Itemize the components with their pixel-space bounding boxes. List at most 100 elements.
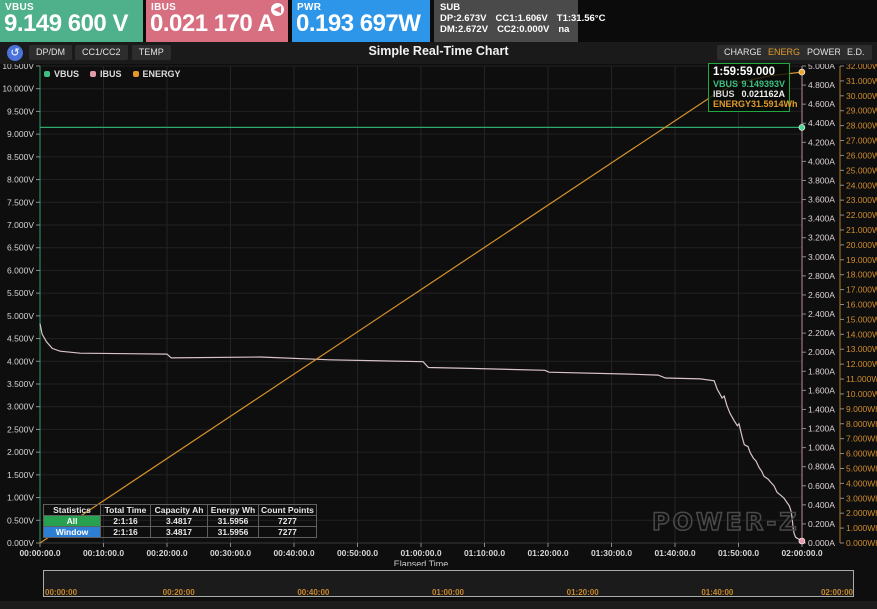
svg-text:00:30:00.0: 00:30:00.0 (210, 548, 251, 558)
legend-item-energy[interactable]: ENERGY (132, 69, 181, 79)
sub-meter-card[interactable]: SUB DP:2.673V CC1:1.606V T1:31.56°C DM:2.6… (434, 0, 606, 42)
timeline-label: 01:20:00 (566, 588, 599, 597)
svg-text:6.000V: 6.000V (7, 265, 34, 275)
stats-header-row: Statistics Total Time Capacity Ah Energy Wh… (43, 504, 317, 516)
pwr-meter-card[interactable]: PWR 0.193 697W (292, 0, 430, 42)
svg-text:3.000Wh: 3.000Wh (846, 493, 877, 503)
meter-bar: VBUS 9.149 600 V IBUS ◀ 0.021 170 A PWR … (0, 0, 877, 42)
svg-text:4.800A: 4.800A (808, 80, 835, 90)
svg-text:6.500V: 6.500V (7, 243, 34, 253)
sub-line-1: DP:2.673V CC1:1.606V T1:31.56°C (440, 13, 606, 24)
svg-text:21.000Wh: 21.000Wh (846, 225, 877, 235)
svg-text:2.000A: 2.000A (808, 347, 835, 357)
svg-text:4.000A: 4.000A (808, 156, 835, 166)
svg-text:23.000Wh: 23.000Wh (846, 195, 877, 205)
current-direction-icon: ◀ (271, 3, 284, 16)
svg-text:5.000V: 5.000V (7, 311, 34, 321)
svg-text:01:50:00.0: 01:50:00.0 (718, 548, 759, 558)
svg-text:00:10:00.0: 00:10:00.0 (83, 548, 124, 558)
ibus-meter-card[interactable]: IBUS ◀ 0.021 170 A (146, 0, 288, 42)
ibus-value: 0.021 170 A (150, 10, 275, 37)
svg-text:02:00:00.0: 02:00:00.0 (781, 548, 822, 558)
svg-text:7.000Wh: 7.000Wh (846, 434, 877, 444)
svg-text:10.500V: 10.500V (2, 64, 34, 71)
svg-text:2.600A: 2.600A (808, 290, 835, 300)
svg-text:1.200A: 1.200A (808, 424, 835, 434)
chart-toolbar: ↺ DP/DM CC1/CC2 TEMP Simple Real-Time Char… (0, 42, 877, 64)
svg-text:3.800A: 3.800A (808, 175, 835, 185)
tab-e-d-[interactable]: E.D. (840, 45, 872, 60)
svg-text:00:50:00.0: 00:50:00.0 (337, 548, 378, 558)
legend-item-ibus[interactable]: IBUS (90, 69, 122, 79)
tab-temp[interactable]: TEMP (131, 45, 171, 60)
app-logo-icon[interactable]: ↺ (7, 45, 23, 61)
tooltip-row-vbus: VBUS 9.149393V (713, 79, 785, 89)
svg-text:28.000Wh: 28.000Wh (846, 121, 877, 131)
timeline-label: 01:00:00 (431, 588, 465, 597)
tab-dp-dm[interactable]: DP/DM (29, 45, 72, 60)
svg-text:8.000Wh: 8.000Wh (846, 419, 877, 429)
svg-text:25.000Wh: 25.000Wh (846, 165, 877, 175)
realtime-chart[interactable]: 10.500V 10.000V 9.500V 9.000V 8.500V 8.000V 7.… (0, 64, 877, 566)
sub-label: SUB (440, 2, 461, 13)
svg-text:5.000A: 5.000A (808, 64, 835, 71)
svg-text:7.000V: 7.000V (7, 220, 34, 230)
vbus-legend-dot (44, 71, 50, 77)
svg-text:3.400A: 3.400A (808, 214, 835, 224)
svg-text:7.500V: 7.500V (7, 197, 34, 207)
svg-text:8.000V: 8.000V (7, 175, 34, 185)
timeline-navigator: 00:00:00 00:20:00 00:40:00 01:00:00 01:20:00… (0, 566, 877, 601)
sub-line-2: DM:2.672V CC2:0.000V na (440, 24, 570, 35)
svg-text:5.500V: 5.500V (7, 288, 34, 298)
vbus-endpoint-dot (798, 124, 806, 131)
tooltip-time: 1:59:59.000 (713, 66, 776, 78)
timeline-label: 01:40:00 (701, 588, 734, 597)
svg-text:01:00:00.0: 01:00:00.0 (400, 548, 441, 558)
svg-text:4.500V: 4.500V (7, 334, 34, 344)
chart-area[interactable]: 10.500V 10.000V 9.500V 9.000V 8.500V 8.000V 7.… (0, 63, 877, 566)
ibus-endpoint-dot (798, 537, 806, 545)
svg-text:0.000V: 0.000V (7, 538, 34, 548)
svg-text:01:10:00.0: 01:10:00.0 (464, 548, 505, 558)
tooltip-row-energy: ENERGY 31.5914Wh (713, 99, 798, 109)
svg-text:17.000Wh: 17.000Wh (846, 285, 877, 295)
svg-text:2.800A: 2.800A (808, 271, 835, 281)
svg-text:18.000Wh: 18.000Wh (846, 270, 877, 280)
svg-text:01:40:00.0: 01:40:00.0 (654, 548, 695, 558)
svg-text:9.000Wh: 9.000Wh (846, 404, 877, 414)
svg-text:9.000V: 9.000V (7, 129, 34, 139)
svg-text:8.500V: 8.500V (7, 152, 34, 162)
svg-text:3.500V: 3.500V (7, 379, 34, 389)
svg-text:3.000A: 3.000A (808, 252, 835, 262)
tab-power[interactable]: POWER (800, 45, 849, 60)
svg-text:00:40:00.0: 00:40:00.0 (273, 548, 314, 558)
ibus-label: IBUS (151, 2, 177, 13)
svg-text:26.000Wh: 26.000Wh (846, 150, 877, 160)
legend-item-vbus[interactable]: VBUS (44, 69, 79, 79)
tab-charge[interactable]: CHARGE (717, 45, 770, 60)
svg-text:1.400A: 1.400A (808, 404, 835, 414)
svg-text:9.500V: 9.500V (7, 106, 34, 116)
stats-row-all: All 2:1:16 3.4817 31.5956 7277 (43, 515, 317, 527)
stats-scope-all[interactable]: All (43, 515, 101, 527)
vbus-meter-card[interactable]: VBUS 9.149 600 V (0, 0, 143, 42)
tab-cc1-cc2[interactable]: CC1/CC2 (75, 45, 128, 60)
svg-text:4.000Wh: 4.000Wh (846, 478, 877, 488)
timeline-label: 00:40:00 (297, 588, 330, 597)
svg-text:3.600A: 3.600A (808, 195, 835, 205)
svg-text:1.000Wh: 1.000Wh (846, 523, 877, 533)
bottom-strip (0, 601, 877, 609)
svg-text:4.200A: 4.200A (808, 137, 835, 147)
svg-text:29.000Wh: 29.000Wh (846, 106, 877, 116)
timeline-label: 02:00:00 (820, 588, 853, 597)
stats-scope-window[interactable]: Window (43, 526, 101, 538)
svg-text:3.000V: 3.000V (7, 402, 34, 412)
svg-text:10.000V: 10.000V (2, 84, 34, 94)
svg-text:01:20:00.0: 01:20:00.0 (527, 548, 568, 558)
pwr-label: PWR (297, 2, 322, 13)
timeline-window[interactable] (43, 570, 854, 597)
svg-text:4.600A: 4.600A (808, 99, 835, 109)
chart-legend: VBUS IBUS ENERGY (44, 69, 181, 79)
svg-text:24.000Wh: 24.000Wh (846, 180, 877, 190)
